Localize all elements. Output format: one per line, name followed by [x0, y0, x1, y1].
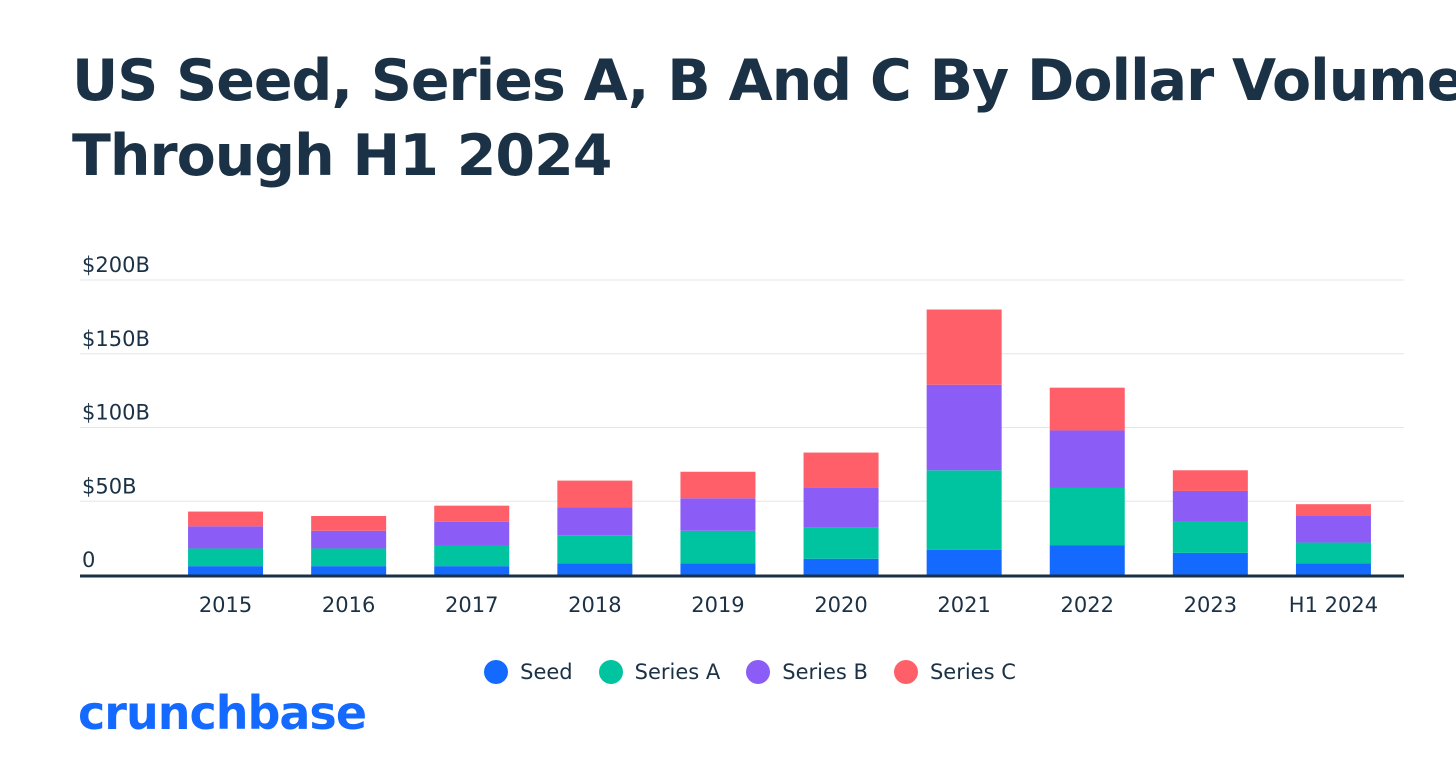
bar-series-b-h1-2024	[1295, 516, 1371, 543]
axes: 0 $50B $100B $150B $200B 2015 2016 2017 2018 2019…	[80, 253, 1404, 617]
bar-series-c-2017	[434, 505, 510, 522]
bar-series-a-2020	[803, 527, 879, 559]
bar-series-c-2016	[311, 516, 387, 531]
bar-seed-2019	[680, 563, 756, 575]
bar-series-a-2021	[926, 470, 1002, 550]
y-tick-label: $150B	[82, 327, 150, 351]
legend-swatch	[484, 660, 509, 684]
bar-seed-2017	[434, 566, 510, 575]
bar-series-a-2017	[434, 545, 510, 567]
bar-seed-2016	[311, 566, 387, 575]
y-tick-label: $50B	[82, 474, 137, 498]
bar-series-c-2019	[680, 471, 756, 499]
x-tick-label: 2021	[937, 593, 990, 617]
legend-item-series-c: Series C	[893, 660, 1016, 684]
bar-series-a-h1-2024	[1295, 542, 1371, 564]
bar-series-c-2020	[803, 452, 879, 488]
bar-series-a-2019	[680, 530, 756, 564]
bar-series-b-2020	[803, 487, 879, 528]
bar-seed-h1-2024	[1295, 563, 1371, 575]
x-tick-label: H1 2024	[1289, 593, 1378, 617]
x-tick-label: 2022	[1061, 593, 1114, 617]
chart-title-line-1: US Seed, Series A, B And C By Dollar Vol…	[72, 48, 1456, 114]
x-tick-label: 2023	[1184, 593, 1237, 617]
bar-seed-2022	[1049, 545, 1125, 575]
bar-series-b-2022	[1049, 430, 1125, 488]
bar-series-c-2015	[188, 511, 264, 527]
legend-swatch	[598, 660, 623, 684]
bar-seed-2023	[1172, 552, 1248, 575]
chart-title: US Seed, Series A, B And C By Dollar Vol…	[72, 44, 1456, 194]
bar-series-b-2016	[311, 530, 387, 549]
legend-item-series-b: Series B	[746, 660, 868, 684]
bar-series-c-2023	[1172, 470, 1248, 491]
legend-item-series-a: Series A	[598, 660, 721, 684]
x-tick-label: 2017	[445, 593, 498, 617]
bar-series-c-2022	[1049, 387, 1125, 431]
bar-series-a-2023	[1172, 521, 1248, 553]
bar-series-c-h1-2024	[1295, 504, 1371, 516]
chart-title-line-2: Through H1 2024	[72, 123, 612, 189]
legend: Seed Series A Series B Series C	[0, 660, 1456, 684]
x-tick-label: 2016	[322, 593, 375, 617]
legend-label: Seed	[520, 660, 573, 684]
bar-series-c-2018	[557, 480, 633, 508]
bar-series-a-2018	[557, 535, 633, 564]
x-tick-label: 2020	[814, 593, 867, 617]
legend-label: Series A	[634, 660, 721, 684]
x-tick-label: 2015	[199, 593, 252, 617]
bar-series-a-2022	[1049, 487, 1125, 546]
x-tick-label: 2019	[691, 593, 744, 617]
crunchbase-logo: crunchbase	[78, 686, 367, 740]
x-tick-label: 2018	[568, 593, 621, 617]
legend-swatch	[746, 660, 771, 684]
legend-swatch	[893, 660, 918, 684]
bar-series-b-2017	[434, 521, 510, 546]
bar-series-c-2021	[926, 309, 1002, 385]
legend-label: Series B	[782, 660, 868, 684]
bar-series-b-2023	[1172, 490, 1248, 522]
bar-series-b-2019	[680, 498, 756, 531]
bar-series-a-2016	[311, 548, 387, 567]
bar-seed-2018	[557, 563, 633, 575]
legend-label: Series C	[929, 660, 1016, 684]
bar-seed-2015	[188, 566, 264, 575]
bar-seed-2021	[926, 549, 1002, 575]
bar-series-b-2015	[188, 526, 264, 549]
bar-seed-2020	[803, 558, 879, 575]
y-tick-label: $200B	[82, 253, 150, 277]
bars-group	[188, 309, 1371, 575]
bar-series-b-2018	[557, 507, 633, 536]
y-tick-label: $100B	[82, 401, 150, 425]
bar-series-b-2021	[926, 384, 1002, 471]
bar-series-a-2015	[188, 548, 264, 567]
gridlines	[80, 279, 1404, 502]
y-tick-label: 0	[82, 548, 95, 572]
legend-item-seed: Seed	[484, 660, 573, 684]
